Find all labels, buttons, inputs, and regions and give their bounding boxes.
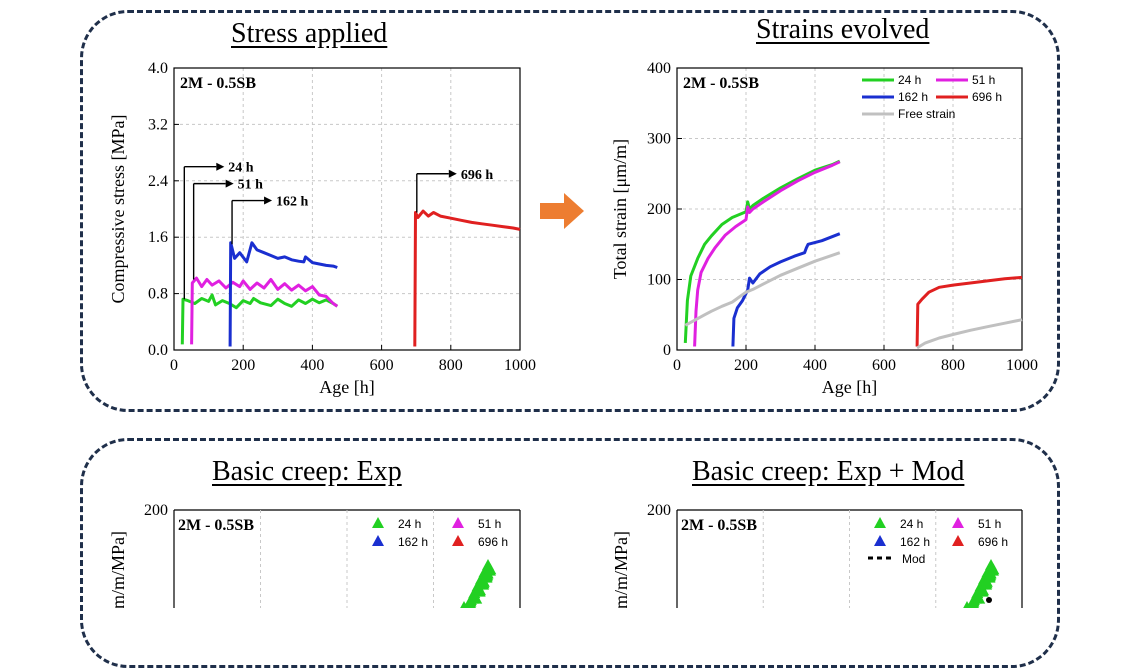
specimen-label: 2M - 0.5SB xyxy=(178,517,254,534)
legend-marker xyxy=(372,517,384,528)
legend-marker xyxy=(952,535,964,546)
series-line-24-h xyxy=(683,159,841,343)
legend-label: 24 h xyxy=(900,517,923,531)
y-axis-label: Total strain [μm/m] xyxy=(610,139,630,279)
y-tick-label: 200 xyxy=(647,502,671,519)
legend-marker xyxy=(874,517,886,528)
annotation-label: 696 h xyxy=(461,168,494,183)
series-line-51-h xyxy=(190,276,339,345)
y-tick-label: 400 xyxy=(647,60,671,77)
strains-evolved-heading: Strains evolved xyxy=(756,14,930,45)
legend-marker xyxy=(452,535,464,546)
x-axis-label: Age [h] xyxy=(822,377,877,397)
x-tick-label: 800 xyxy=(439,357,463,374)
x-tick-label: 0 xyxy=(673,357,681,374)
annotation-label: 24 h xyxy=(228,161,254,176)
legend-label: 51 h xyxy=(972,73,995,87)
legend-label: 696 h xyxy=(478,535,508,549)
specimen-label: 2M - 0.5SB xyxy=(180,75,256,92)
x-tick-label: 1000 xyxy=(504,357,536,374)
x-tick-label: 1000 xyxy=(1006,357,1038,374)
x-tick-label: 400 xyxy=(300,357,324,374)
annotation-arrowhead xyxy=(216,162,225,171)
annotation-arrowhead xyxy=(264,196,273,205)
plot-frame xyxy=(173,67,521,351)
x-tick-label: 600 xyxy=(370,357,394,374)
legend-label: 162 h xyxy=(898,90,928,104)
series-line-51-h xyxy=(693,160,841,347)
y-axis-label: m/m/MPa] xyxy=(611,531,631,608)
legend-label: 51 h xyxy=(478,517,501,531)
right-arrow-icon xyxy=(540,193,584,229)
basic-creep-exp-mod-heading: Basic creep: Exp + Mod xyxy=(692,456,965,487)
stress-applied-heading: Stress applied xyxy=(231,18,388,49)
legend-label: 24 h xyxy=(398,517,421,531)
legend-label: Free strain xyxy=(898,107,955,121)
y-tick-label: 200 xyxy=(144,502,168,519)
series-line-162-h xyxy=(731,232,841,347)
y-tick-label: 1.6 xyxy=(148,229,168,246)
y-axis-label: Compressive stress [MPa] xyxy=(108,115,128,304)
annotation-arrowhead xyxy=(225,179,234,188)
annotation-label: 162 h xyxy=(276,195,309,210)
series-line-free-strain xyxy=(916,318,1023,350)
legend-label: 162 h xyxy=(398,535,428,549)
legend-marker xyxy=(372,535,384,546)
legend-label: 696 h xyxy=(972,90,1002,104)
data-point-24h xyxy=(482,559,494,570)
stress-strain-panel xyxy=(80,10,1060,412)
annotation-arrowhead xyxy=(448,169,457,178)
y-tick-label: 300 xyxy=(647,131,671,148)
y-tick-label: 2.4 xyxy=(148,173,168,190)
legend-label: 51 h xyxy=(978,517,1001,531)
plot-frame xyxy=(676,67,1023,351)
y-tick-label: 200 xyxy=(647,201,671,218)
x-axis-label: Age [h] xyxy=(319,377,374,397)
y-tick-label: 4.0 xyxy=(148,60,168,77)
series-line-162-h xyxy=(228,241,338,347)
x-tick-label: 400 xyxy=(803,357,827,374)
basic-creep-exp-heading: Basic creep: Exp xyxy=(212,456,402,487)
legend-label: 696 h xyxy=(978,535,1008,549)
x-tick-label: 800 xyxy=(941,357,965,374)
mod-curve-point xyxy=(986,597,992,603)
y-tick-label: 100 xyxy=(647,272,671,289)
y-axis-label: m/m/MPa] xyxy=(108,531,128,608)
x-tick-label: 200 xyxy=(734,357,758,374)
legend-marker xyxy=(452,517,464,528)
series-line-696-h xyxy=(413,209,521,347)
data-point-24h xyxy=(985,559,997,570)
y-tick-label: 3.2 xyxy=(148,116,168,133)
y-tick-label: 0.8 xyxy=(148,286,168,303)
x-tick-label: 200 xyxy=(231,357,255,374)
legend-label: Mod xyxy=(902,552,925,566)
legend-label: 162 h xyxy=(900,535,930,549)
y-tick-label: 0.0 xyxy=(148,342,168,359)
x-tick-label: 0 xyxy=(170,357,178,374)
specimen-label: 2M - 0.5SB xyxy=(681,517,757,534)
legend-marker xyxy=(952,517,964,528)
specimen-label: 2M - 0.5SB xyxy=(683,75,759,92)
x-tick-label: 600 xyxy=(872,357,896,374)
series-line-24-h xyxy=(180,293,339,345)
y-tick-label: 0 xyxy=(663,342,671,359)
series-line-696-h xyxy=(915,275,1023,347)
legend-marker xyxy=(874,535,886,546)
legend-label: 24 h xyxy=(898,73,921,87)
annotation-label: 51 h xyxy=(238,178,264,193)
series-line-free-strain xyxy=(684,251,841,327)
